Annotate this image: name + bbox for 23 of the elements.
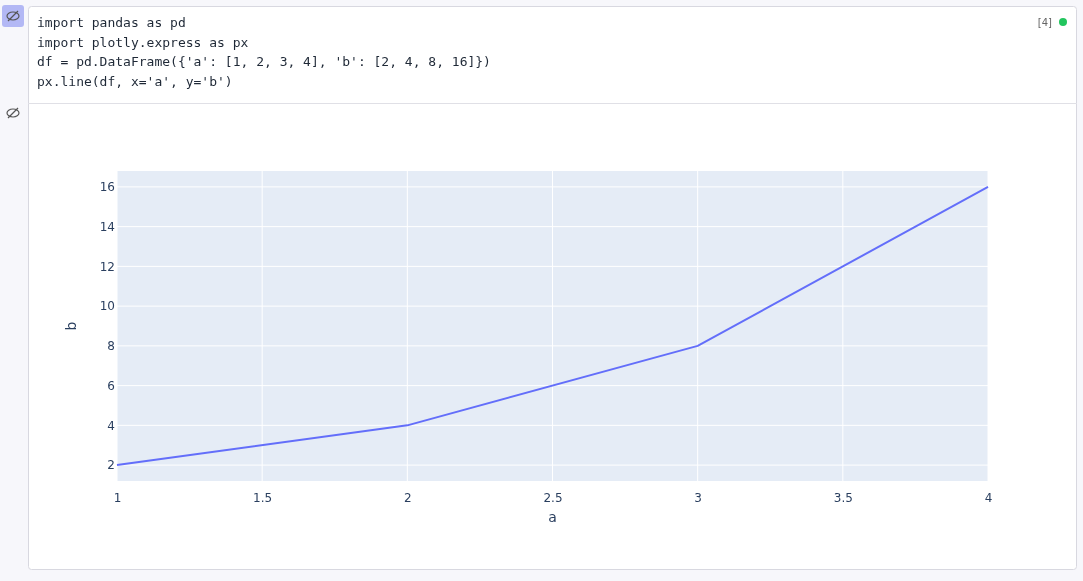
- x-tick-label: 2: [404, 490, 412, 505]
- x-tick-label: 3: [694, 490, 702, 505]
- y-tick-label: 10: [99, 299, 115, 314]
- y-tick-label: 12: [99, 259, 115, 274]
- y-tick-label: 4: [107, 418, 115, 433]
- x-axis-title: a: [548, 509, 557, 525]
- text: import pandas as pd: [37, 15, 186, 30]
- y-tick-label: 14: [99, 219, 115, 234]
- x-tick-label: 4: [984, 490, 993, 505]
- y-tick-label: 8: [107, 339, 115, 354]
- x-tick-label: 1: [113, 490, 122, 505]
- x-tick-label: 1.5: [253, 490, 273, 505]
- text: import plotly.express as px: [37, 34, 249, 50]
- line-series: [116, 185, 989, 467]
- y-tick-label: 2: [107, 458, 115, 473]
- text: df = pd.DataFrame({'a': [1, 2, 3, 4], 'b': [2, 4, 8, 16]}): [37, 54, 491, 69]
- text: [4]: [1037, 17, 1053, 28]
- text: px.line(df, x='a', y='b'): [37, 73, 233, 89]
- y-tick-label: 16: [99, 180, 115, 195]
- x-tick-label: 3.5: [833, 490, 853, 505]
- x-tick-label: 2.5: [543, 490, 563, 505]
- y-axis-title: b: [63, 321, 79, 331]
- y-tick-label: 6: [107, 378, 115, 393]
